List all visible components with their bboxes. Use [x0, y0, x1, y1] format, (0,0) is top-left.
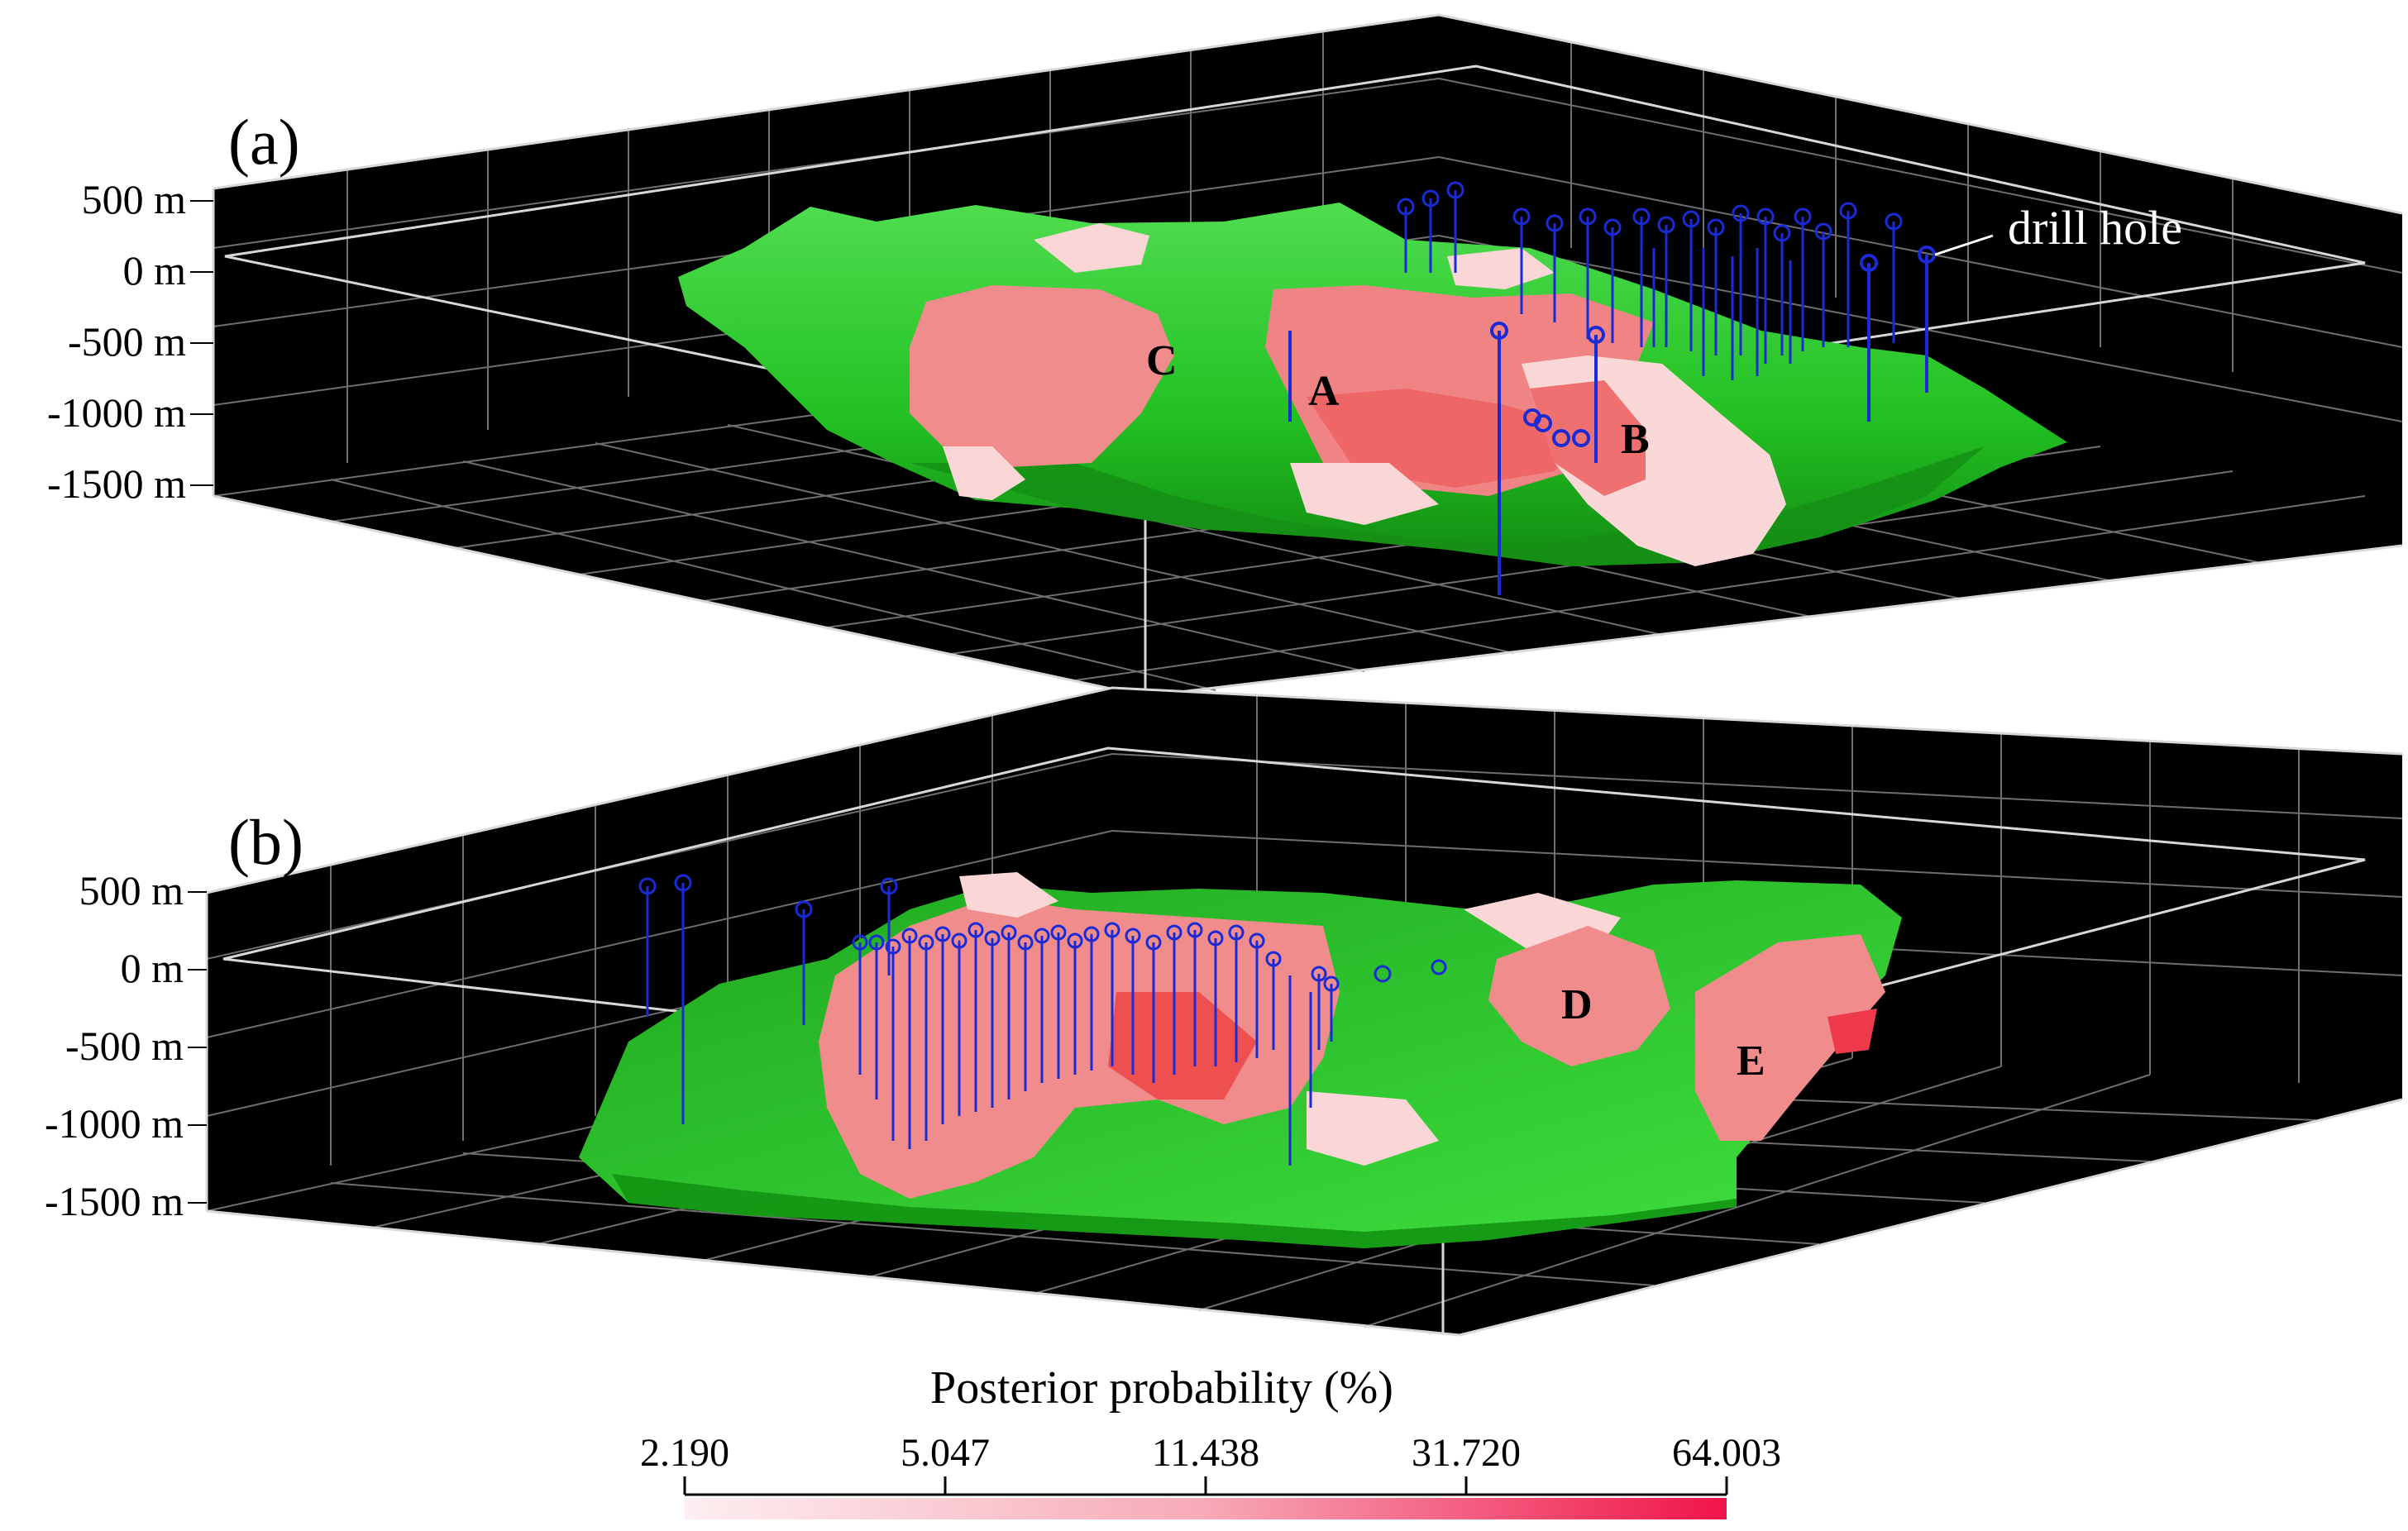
- panel-b-prob-main-core: [1108, 992, 1257, 1099]
- panel-a-zone-label-A: A: [1308, 368, 1340, 415]
- panel-a: drill hole C A B (a) 500 m 0 m -500 m -1…: [47, 13, 2403, 698]
- colorbar-tick-label-4: 31.720: [1412, 1431, 1521, 1475]
- panel-b-zone-label-E: E: [1737, 1037, 1765, 1085]
- panel-b-depth-label-0: 0 m: [121, 945, 184, 991]
- panel-b-label: (b): [228, 806, 303, 878]
- panel-b-depth-label-minus1000: -1000 m: [45, 1100, 184, 1147]
- panel-b: D E (b) 500 m 0 m -500 m -1000 m -1500 m: [45, 686, 2403, 1337]
- panel-a-drill-holes: [1288, 181, 1936, 595]
- panel-b-depth-label-minus1500: -1500 m: [45, 1178, 184, 1224]
- panel-a-prob-low-left: [943, 446, 1025, 500]
- panel-a-prob-low-mid: [1290, 463, 1439, 525]
- panel-b-depth-axis: 500 m 0 m -500 m -1000 m -1500 m: [45, 867, 184, 1224]
- colorbar-axis: [683, 1476, 1728, 1496]
- panel-b-prob-main: [819, 897, 1340, 1199]
- panel-a-depth-label-500: 500 m: [82, 176, 187, 222]
- panel-b-depth-label-minus500: -500 m: [65, 1023, 184, 1069]
- panel-b-prob-zone-E-core: [1828, 1009, 1877, 1054]
- panel-a-drill-hole-annotation: drill hole: [2008, 201, 2182, 255]
- panel-a-zone-label-C: C: [1146, 337, 1178, 384]
- panel-a-prob-low-top2: [1447, 248, 1555, 289]
- colorbar-tick-label-1: 2.190: [640, 1431, 729, 1475]
- panel-a-frame: [212, 13, 2403, 698]
- panel-b-depth-label-500: 500 m: [79, 867, 184, 913]
- panel-b-prob-mid-lower: [1307, 1091, 1439, 1166]
- colorbar-tick-labels: 2.190 5.047 11.438 31.720 64.003: [640, 1431, 1781, 1475]
- panel-a-zone-label-B: B: [1621, 416, 1650, 463]
- colorbar-gradient: [685, 1498, 1727, 1519]
- panel-a-prob-zone-C: [910, 285, 1174, 467]
- colorbar-title: Posterior probability (%): [930, 1362, 1393, 1414]
- panel-a-ore-body: [678, 203, 2067, 566]
- panel-b-prob-zone-D: [1488, 926, 1670, 1066]
- colorbar-tick-label-2: 5.047: [901, 1431, 990, 1475]
- panel-a-prob-low-top: [1034, 223, 1149, 273]
- panel-a-drill-hole-leader: [1934, 234, 1994, 256]
- panel-a-label: (a): [228, 106, 300, 178]
- colorbar-tick-label-5: 64.003: [1672, 1431, 1781, 1475]
- colorbar: Posterior probability (%) 2.190 5.047 11…: [640, 1362, 1781, 1519]
- panel-a-depth-label-minus500: -500 m: [68, 318, 186, 365]
- panel-a-depth-label-minus1500: -1500 m: [47, 460, 186, 507]
- panel-b-green-shadow: [612, 1174, 1737, 1248]
- panel-a-depth-label-minus1000: -1000 m: [47, 389, 186, 436]
- panel-b-prob-zone-E: [1695, 934, 1885, 1141]
- panel-a-depth-axis: 500 m 0 m -500 m -1000 m -1500 m: [47, 176, 186, 507]
- panel-a-depth-label-0: 0 m: [123, 247, 187, 293]
- panel-b-prob-low-top: [959, 872, 1058, 918]
- panel-b-drill-holes: [638, 874, 1447, 1166]
- panel-b-zone-label-D: D: [1561, 981, 1593, 1028]
- colorbar-tick-label-3: 11.438: [1152, 1431, 1259, 1475]
